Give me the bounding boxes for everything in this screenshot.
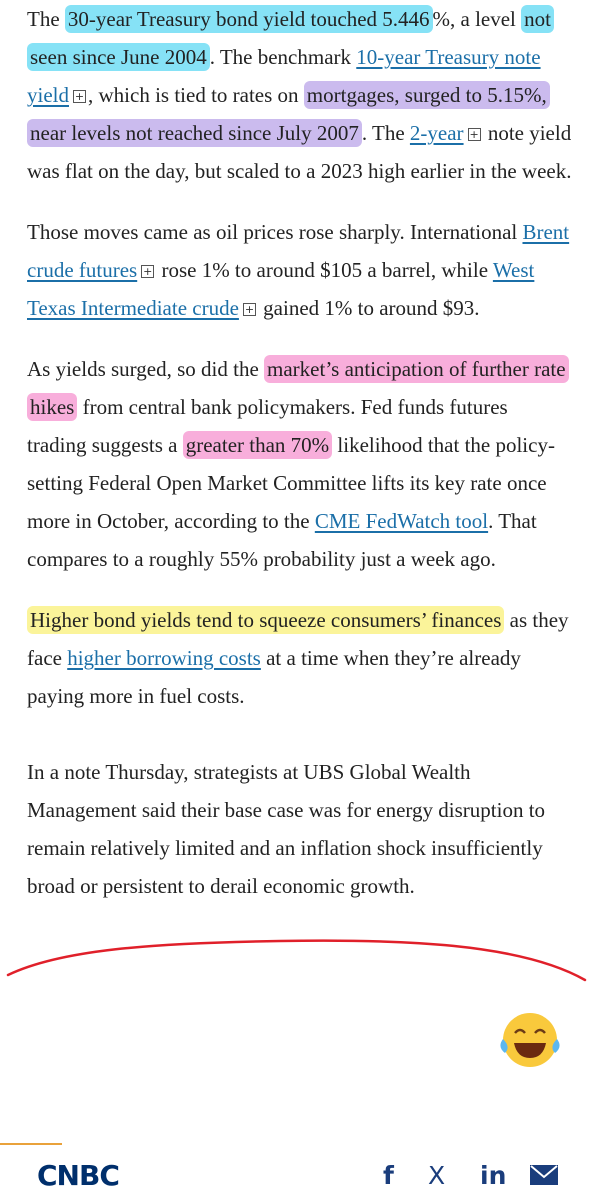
share-x[interactable]: X <box>428 1161 446 1190</box>
text: gained 1% to around $93. <box>257 296 480 320</box>
emoji-face <box>503 1013 557 1067</box>
share-linkedin[interactable]: in <box>480 1161 507 1190</box>
text: %, a level <box>432 7 522 31</box>
emoji-eyes <box>514 1028 546 1034</box>
expand-icon[interactable]: + <box>242 303 256 316</box>
share-facebook[interactable]: f <box>383 1161 394 1190</box>
progress-bar <box>0 1143 62 1145</box>
text: . That compares to a roughly 55% probabi… <box>27 509 537 571</box>
text: note yield was flat on the day, but scal… <box>27 121 572 183</box>
paragraph: The 30-year Treasury bond yield touched … <box>27 0 572 190</box>
red-annotation <box>6 939 587 982</box>
red-stroke <box>6 939 587 982</box>
paragraph: Those moves came as oil prices rose shar… <box>27 213 572 327</box>
article: The 30-year Treasury bond yield touched … <box>27 0 572 1143</box>
text: The <box>27 7 65 31</box>
text: rose 1% to around $105 a barrel, while <box>156 258 493 282</box>
emoji-mouth <box>514 1043 546 1058</box>
link[interactable]: Brent crude futures <box>27 220 570 282</box>
highlight: Higher bond yields tend to squeeze consu… <box>27 606 505 634</box>
paragraph: As yields surged, so did the market’s an… <box>27 350 572 578</box>
link[interactable]: higher borrowing costs <box>67 646 261 670</box>
link[interactable]: CME FedWatch tool <box>314 509 489 533</box>
text: As yields surged, so did the <box>27 357 265 381</box>
paragraph: Higher bond yields tend to squeeze consu… <box>27 601 572 715</box>
share-email[interactable] <box>529 1164 559 1186</box>
expand-icon[interactable]: + <box>467 128 481 141</box>
text: likelihood that the policy-setting Feder… <box>27 433 555 533</box>
text: . The <box>361 121 410 145</box>
text: at a time when they’re already paying mo… <box>27 646 521 708</box>
laughing-emoji <box>500 1013 560 1067</box>
highlight: greater than 70% <box>182 431 333 459</box>
text: , which is tied to rates on <box>88 83 304 107</box>
text: from central bank policymakers. Fed fund… <box>27 395 508 457</box>
text: In a note Thursday, strategists at UBS G… <box>27 760 546 898</box>
text: Those moves came as oil prices rose shar… <box>27 220 523 244</box>
highlight: 30-year Treasury bond yield touched 5.44… <box>64 5 433 33</box>
envelope-flap <box>530 1165 558 1179</box>
text: . The benchmark <box>209 45 357 69</box>
link[interactable]: West Texas Intermediate crude <box>27 258 535 320</box>
link[interactable]: 10-year Treasury note yield <box>27 45 541 107</box>
paragraph: In a note Thursday, strategists at UBS G… <box>27 753 572 905</box>
expand-icon[interactable]: + <box>73 90 86 103</box>
link[interactable]: 2-year <box>409 121 464 145</box>
expand-icon[interactable]: + <box>141 265 155 278</box>
text: as they face <box>27 608 569 670</box>
logo[interactable]: CNBC <box>37 1159 120 1192</box>
footer: CNBC f X in <box>0 1143 594 1200</box>
